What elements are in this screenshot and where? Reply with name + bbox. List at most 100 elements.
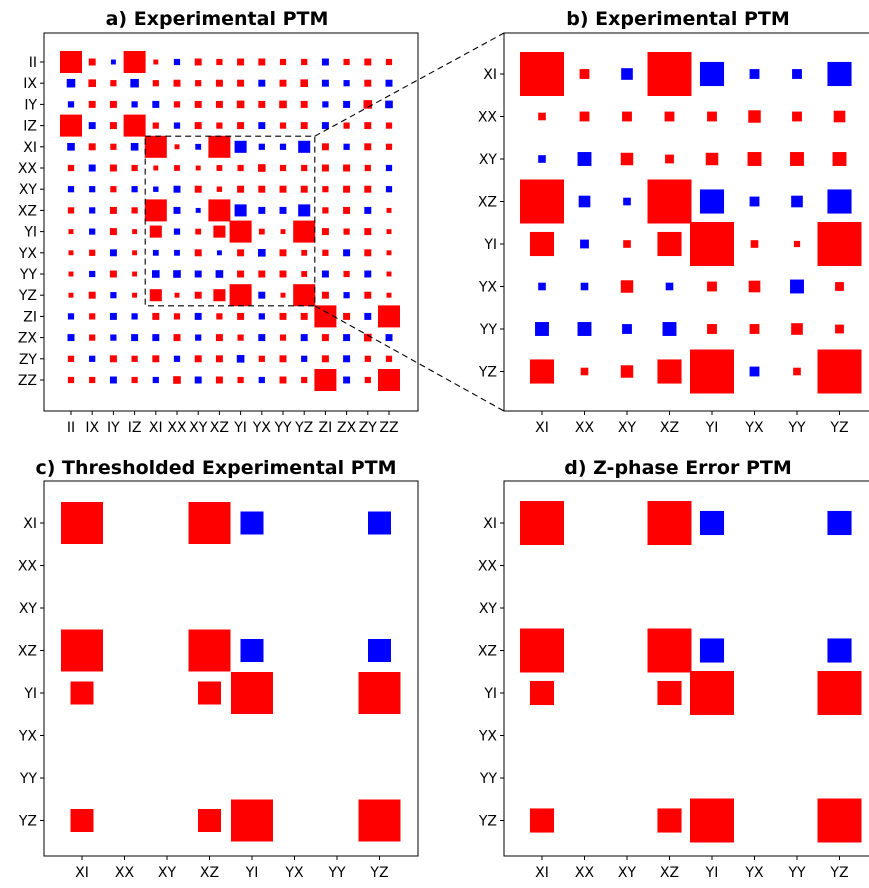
panel-b-cell-XX-XX bbox=[579, 111, 590, 122]
panel-a-cell-XY-YZ bbox=[300, 185, 308, 193]
panel-b-cell-YZ-XX bbox=[580, 367, 589, 376]
panel-c-xtick-label-YI: YI bbox=[245, 865, 259, 881]
panel-a-cell-IZ-IZ bbox=[123, 114, 146, 137]
panel-b-xtick-label-YY: YY bbox=[787, 420, 806, 436]
panel-b-experimental-ptm: b) Experimental PTM XI XI XX XX XY XY XZ XZ YI YI… bbox=[478, 8, 869, 436]
panel-a-cell-XZ-II bbox=[67, 207, 75, 214]
panel-a-cell-ZI-YY bbox=[279, 312, 287, 320]
panel-a-cell-IZ-YY bbox=[279, 122, 287, 129]
panel-b-cell-XX-YX bbox=[748, 110, 761, 123]
panel-a-cell-IX-XX bbox=[173, 79, 181, 87]
panel-b-cell-XI-XX bbox=[579, 69, 590, 79]
panel-a-cell-XY-YI bbox=[237, 185, 245, 193]
panel-a-cell-II-IZ bbox=[123, 51, 146, 73]
panel-a-cell-YX-YZ bbox=[301, 249, 308, 256]
panel-a-marks: IIIIIXIXIYIYIZIZXIXIXXXXXYXYXZXZYIYIYXYX… bbox=[18, 51, 400, 436]
panel-a-cell-YZ-ZI bbox=[321, 291, 329, 299]
panel-b-xtick-label-XY: XY bbox=[618, 420, 637, 436]
panel-a-cell-IY-IZ bbox=[131, 101, 138, 108]
panel-a-cell-IZ-YI bbox=[237, 122, 245, 130]
panel-a-cell-XZ-IZ bbox=[131, 207, 138, 214]
panel-a-cell-YZ-YY bbox=[280, 292, 286, 298]
panel-b-marks: XI XI XX XX XY XY XZ XZ YI YI YX YX YY YY YZ YZ bbox=[478, 52, 862, 436]
panel-a-cell-II-YZ bbox=[301, 58, 308, 66]
panel-a-cell-ZZ-XX bbox=[173, 376, 181, 384]
panel-a-cell-IX-YZ bbox=[300, 79, 309, 88]
panel-a-cell-YZ-XZ bbox=[213, 289, 226, 302]
panel-a-cell-ZZ-ZI bbox=[314, 369, 337, 391]
panel-a-cell-XX-ZY bbox=[364, 164, 371, 172]
panel-a-cell-YX-ZY bbox=[364, 249, 372, 257]
panel-a-xtick-label-YI: YI bbox=[233, 420, 247, 436]
panel-a-ytick-label-XY: XY bbox=[19, 182, 38, 198]
panel-a-cell-YX-YX bbox=[257, 248, 266, 257]
panel-a-cell-YZ-XY bbox=[194, 291, 202, 299]
panel-a-cell-YX-XZ bbox=[216, 250, 222, 256]
panel-b-cell-YY-XZ bbox=[662, 322, 677, 336]
panel-a-cell-II-IX bbox=[88, 58, 96, 66]
panel-a-cell-XI-XX bbox=[174, 144, 180, 150]
panel-a-cell-IZ-ZY bbox=[364, 122, 372, 130]
panel-d-cell-YZ-YI bbox=[690, 798, 734, 843]
panel-a-cell-XY-ZY bbox=[364, 185, 372, 193]
panel-a-cell-ZY-IY bbox=[109, 355, 117, 363]
panel-a-cell-YY-XZ bbox=[215, 270, 224, 278]
panel-a-cell-IY-XI bbox=[152, 100, 160, 108]
panel-b-cell-XY-XI bbox=[538, 155, 546, 163]
panel-a-cell-XI-YZ bbox=[298, 140, 311, 153]
panel-a-cell-ZY-YI bbox=[236, 354, 245, 363]
panel-a-cell-XZ-XZ bbox=[208, 199, 231, 222]
panel-a-ytick-label-ZX: ZX bbox=[18, 331, 38, 347]
panel-c-xtick-label-XI: XI bbox=[75, 865, 89, 881]
panel-a-cell-IY-XZ bbox=[215, 100, 223, 108]
panel-c-ytick-label-XY: XY bbox=[19, 601, 38, 617]
panel-a-cell-IX-YY bbox=[279, 79, 287, 87]
panel-a-cell-YY-II bbox=[68, 271, 74, 277]
panel-a-cell-ZZ-IY bbox=[109, 376, 117, 384]
panel-a-cell-YX-IY bbox=[109, 249, 117, 257]
panel-a-cell-YI-YZ bbox=[293, 220, 316, 243]
panel-a-cell-ZX-XY bbox=[195, 334, 202, 341]
panel-c-ytick-label-YZ: YZ bbox=[18, 814, 37, 830]
panel-a-xtick-label-ZY: ZY bbox=[359, 420, 378, 436]
panel-a-cell-ZZ-ZZ bbox=[378, 369, 400, 391]
panel-a-cell-YI-IY bbox=[109, 228, 117, 236]
panel-c-cell-XZ-YZ bbox=[368, 639, 391, 662]
panel-c-cell-XI-XZ bbox=[188, 502, 231, 544]
panel-b-ytick-label-XI: XI bbox=[483, 67, 497, 83]
panel-a-cell-IX-II bbox=[66, 78, 76, 88]
panel-b-cell-XZ-YZ bbox=[827, 189, 852, 214]
panel-a-cell-YX-XX bbox=[174, 249, 180, 256]
panel-b-cell-XZ-XI bbox=[520, 179, 564, 224]
panel-d-cell-YZ-XZ bbox=[657, 808, 682, 833]
panel-a-cell-XI-XI bbox=[144, 135, 167, 158]
panel-a-cell-IY-YX bbox=[258, 100, 266, 108]
panel-a-cell-II-YX bbox=[258, 58, 266, 66]
panel-a-cell-XY-XY bbox=[194, 185, 202, 193]
panel-d-marks: XI XI XX XX XY XY XZ XZ YI YI YX YX YY YY YZ YZ bbox=[478, 501, 862, 881]
panel-b-cell-YX-XZ bbox=[665, 282, 674, 291]
panel-a-cell-XI-YY bbox=[279, 143, 287, 150]
panel-d-cell-XI-YZ bbox=[827, 510, 852, 536]
panel-a-cell-XX-ZI bbox=[321, 164, 329, 172]
panel-a-cell-XY-IY bbox=[110, 186, 117, 193]
panel-d-xtick-label-YI: YI bbox=[705, 865, 719, 881]
panel-a-cell-ZI-XZ bbox=[216, 313, 223, 320]
panel-a-ytick-label-XX: XX bbox=[18, 161, 38, 177]
panel-a-cell-XI-ZY bbox=[364, 143, 372, 151]
panel-a-cell-YX-XI bbox=[152, 249, 159, 256]
panel-a-cell-XX-XY bbox=[195, 165, 201, 171]
panel-a-cell-YI-XI bbox=[149, 225, 162, 238]
panel-d-ytick-label-YX: YX bbox=[478, 729, 498, 745]
panel-a-cell-XY-IZ bbox=[131, 186, 138, 193]
panel-d-cell-YZ-YZ bbox=[817, 798, 862, 843]
panel-a-cell-IZ-XX bbox=[173, 122, 181, 129]
panel-a-cell-ZY-YX bbox=[258, 355, 265, 362]
panel-a-cell-XX-XI bbox=[153, 165, 159, 171]
panel-a-cell-ZY-YY bbox=[279, 355, 287, 363]
panel-a-cell-IX-XY bbox=[195, 80, 202, 87]
panel-b-cell-YY-XX bbox=[577, 322, 592, 336]
panel-b-cell-YI-YY bbox=[793, 240, 801, 248]
panel-a-ytick-label-YI: YI bbox=[23, 225, 37, 241]
